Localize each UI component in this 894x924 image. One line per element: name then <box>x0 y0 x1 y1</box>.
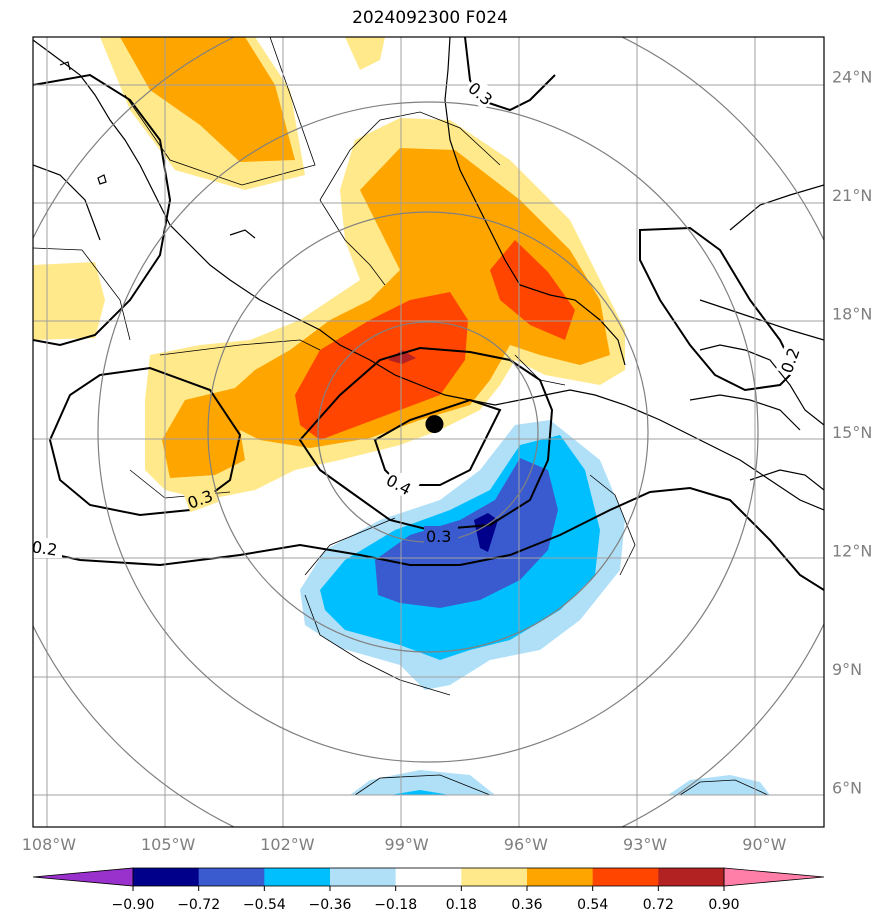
colorbar-tick-label: 0.18 <box>446 897 477 913</box>
range-rings <box>33 37 824 827</box>
colorbar-tick-label: 0.90 <box>708 897 739 913</box>
longitude-tick-label: 102°W <box>260 835 315 854</box>
latitude-tick-label: 21°N <box>832 186 872 205</box>
contour-label: 0.3 <box>426 527 451 546</box>
positive-anomaly-redorange <box>295 240 575 440</box>
chart-title: 2024092300 F024 <box>352 8 508 28</box>
colorbar-segment <box>198 868 265 886</box>
latitude-tick-label: 18°N <box>832 305 872 324</box>
latitude-tick-label: 9°N <box>832 660 862 679</box>
colorbar-extend-high <box>723 867 825 887</box>
contour-label: 0.2 <box>31 537 59 559</box>
longitude-tick-label: 96°W <box>504 835 548 854</box>
colorbar-segment <box>395 868 462 886</box>
colorbar-extend-low <box>32 867 134 887</box>
colorbar-tick-label: 0.54 <box>577 897 608 913</box>
colorbar-tick-label: −0.36 <box>309 897 352 913</box>
map-area: 0.3 0.2 0.3 0.4 0.3 0.2 <box>31 37 824 827</box>
colorbar-segment <box>133 868 200 886</box>
colorbar: −0.90 −0.72 −0.54 −0.36 −0.18 0.18 0.36 0.54 0.7… <box>32 867 825 913</box>
positive-anomaly-darkred <box>388 350 416 364</box>
colorbar-tick-label: −0.90 <box>112 897 155 913</box>
longitude-tick-label: 90°W <box>742 835 786 854</box>
colorbar-segment <box>527 868 594 886</box>
latitude-tick-label: 24°N <box>832 68 872 87</box>
coastlines <box>33 37 824 511</box>
colorbar-segment <box>658 868 725 886</box>
graticule <box>33 37 824 827</box>
map-frame <box>32 36 825 828</box>
negative-anomaly-royalblue <box>375 458 558 608</box>
latitude-tick-label: 6°N <box>832 779 862 798</box>
latitude-labels: 24°N 21°N 18°N 15°N 12°N 9°N 6°N <box>832 68 872 798</box>
colorbar-tick-label: −0.72 <box>177 897 220 913</box>
longitude-tick-label: 93°W <box>623 835 667 854</box>
storm-center-marker <box>425 415 444 434</box>
colorbar-segment <box>592 868 659 886</box>
longitude-tick-label: 99°W <box>385 835 429 854</box>
colorbar-tick-label: 0.72 <box>643 897 674 913</box>
colorbar-segment <box>461 868 528 886</box>
colorbar-tick-label: −0.54 <box>243 897 286 913</box>
latitude-tick-label: 12°N <box>832 542 872 561</box>
colorbar-tick-label: −0.18 <box>374 897 417 913</box>
longitude-labels: 108°W 105°W 102°W 99°W 96°W 93°W 90°W <box>22 835 787 854</box>
colorbar-segment <box>264 868 331 886</box>
colorbar-segment <box>330 868 397 886</box>
longitude-tick-label: 108°W <box>22 835 77 854</box>
longitude-tick-label: 105°W <box>141 835 196 854</box>
latitude-tick-label: 15°N <box>832 423 872 442</box>
colorbar-frame <box>132 867 725 887</box>
colorbar-tick-label: 0.36 <box>511 897 542 913</box>
